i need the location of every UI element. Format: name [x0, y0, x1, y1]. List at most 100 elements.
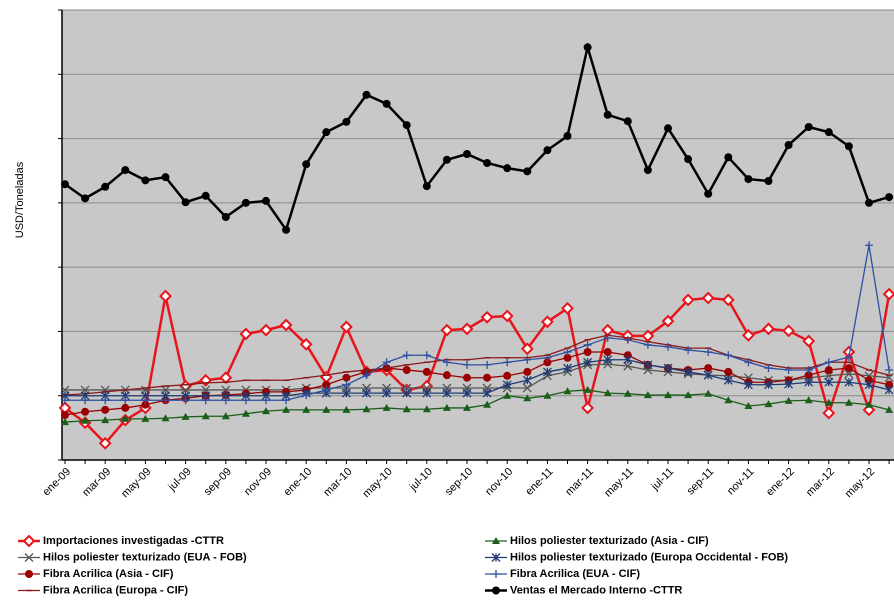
marker — [885, 193, 894, 202]
marker — [362, 388, 371, 398]
legend-label: Fibra Acrilica (Europa - CIF) — [43, 584, 188, 596]
marker — [523, 167, 532, 176]
series — [61, 241, 894, 405]
marker — [362, 405, 371, 413]
marker — [824, 377, 834, 387]
marker — [542, 367, 552, 377]
marker — [141, 396, 150, 405]
marker — [462, 388, 472, 398]
marker — [121, 166, 130, 175]
x-tick-label: jul-10 — [407, 466, 435, 494]
marker — [744, 402, 753, 409]
marker — [483, 400, 492, 408]
marker — [603, 389, 612, 397]
x-tick-label: jul-11 — [649, 466, 677, 494]
legend-label: Fibra Acrilica (EUA - CIF) — [510, 568, 640, 580]
marker — [844, 369, 854, 379]
marker — [262, 407, 270, 415]
marker — [844, 353, 853, 362]
marker — [865, 241, 873, 250]
x-tick-label: ene-09 — [40, 466, 73, 499]
x-tick-label: jul-09 — [166, 466, 194, 494]
marker — [623, 355, 633, 365]
marker — [822, 406, 836, 420]
marker — [581, 401, 595, 415]
marker — [623, 335, 632, 344]
marker — [339, 320, 353, 334]
marker — [463, 360, 471, 369]
marker — [844, 377, 854, 387]
marker — [482, 388, 492, 398]
marker — [643, 340, 652, 349]
marker — [362, 90, 371, 99]
marker — [442, 371, 451, 380]
marker — [161, 173, 170, 182]
marker — [703, 370, 713, 380]
marker — [382, 403, 391, 411]
marker — [721, 293, 735, 307]
marker — [322, 385, 331, 394]
marker — [824, 128, 833, 137]
marker — [723, 375, 733, 385]
marker — [382, 99, 391, 108]
marker — [744, 358, 753, 367]
marker — [239, 327, 253, 341]
marker — [463, 150, 471, 158]
marker — [743, 380, 753, 390]
x-tick-label: may-12 — [843, 466, 877, 500]
legend-label: Fibra Acrilica (Asia - CIF) — [43, 568, 174, 580]
marker — [724, 396, 733, 404]
marker — [865, 400, 873, 408]
marker — [704, 364, 713, 373]
marker — [664, 391, 672, 399]
marker — [61, 411, 69, 419]
marker — [402, 388, 412, 398]
marker — [221, 213, 230, 221]
marker — [322, 380, 331, 389]
x-tick-label: nov-09 — [242, 466, 274, 498]
marker — [824, 371, 834, 381]
marker — [101, 405, 110, 414]
marker — [844, 364, 853, 373]
legend-label: Hilos poliester texturizado (Asia - CIF) — [510, 535, 709, 547]
marker — [101, 396, 110, 405]
marker — [741, 328, 755, 342]
marker — [483, 159, 492, 167]
marker — [282, 405, 291, 413]
marker — [764, 380, 773, 390]
series-line — [64, 389, 890, 423]
marker — [141, 400, 150, 409]
marker — [322, 405, 331, 413]
marker — [623, 389, 632, 397]
legend-marker — [24, 553, 34, 562]
x-tick-label: ene-12 — [764, 466, 797, 499]
marker — [520, 342, 534, 356]
marker — [61, 396, 69, 405]
marker — [483, 373, 492, 382]
marker — [382, 358, 391, 367]
marker — [302, 160, 311, 169]
legend-label: Importaciones investigadas -CTTR — [43, 535, 224, 547]
marker — [442, 388, 452, 398]
x-tick-label: nov-10 — [483, 466, 515, 498]
marker — [543, 358, 552, 367]
marker — [543, 391, 552, 399]
marker — [704, 348, 713, 356]
marker — [362, 371, 371, 380]
marker — [503, 391, 512, 399]
marker — [121, 403, 130, 412]
marker — [442, 358, 451, 367]
marker — [81, 407, 90, 416]
marker — [522, 375, 532, 385]
x-tick-label: may-09 — [119, 466, 153, 500]
marker — [121, 396, 130, 405]
x-tick-label: mar-09 — [80, 466, 113, 499]
legend-label: Ventas el Mercado Interno -CTTR — [510, 584, 682, 596]
marker — [322, 128, 331, 137]
marker — [681, 293, 695, 307]
marker — [463, 373, 471, 382]
marker — [664, 342, 672, 351]
marker — [684, 155, 693, 164]
marker — [884, 385, 894, 395]
